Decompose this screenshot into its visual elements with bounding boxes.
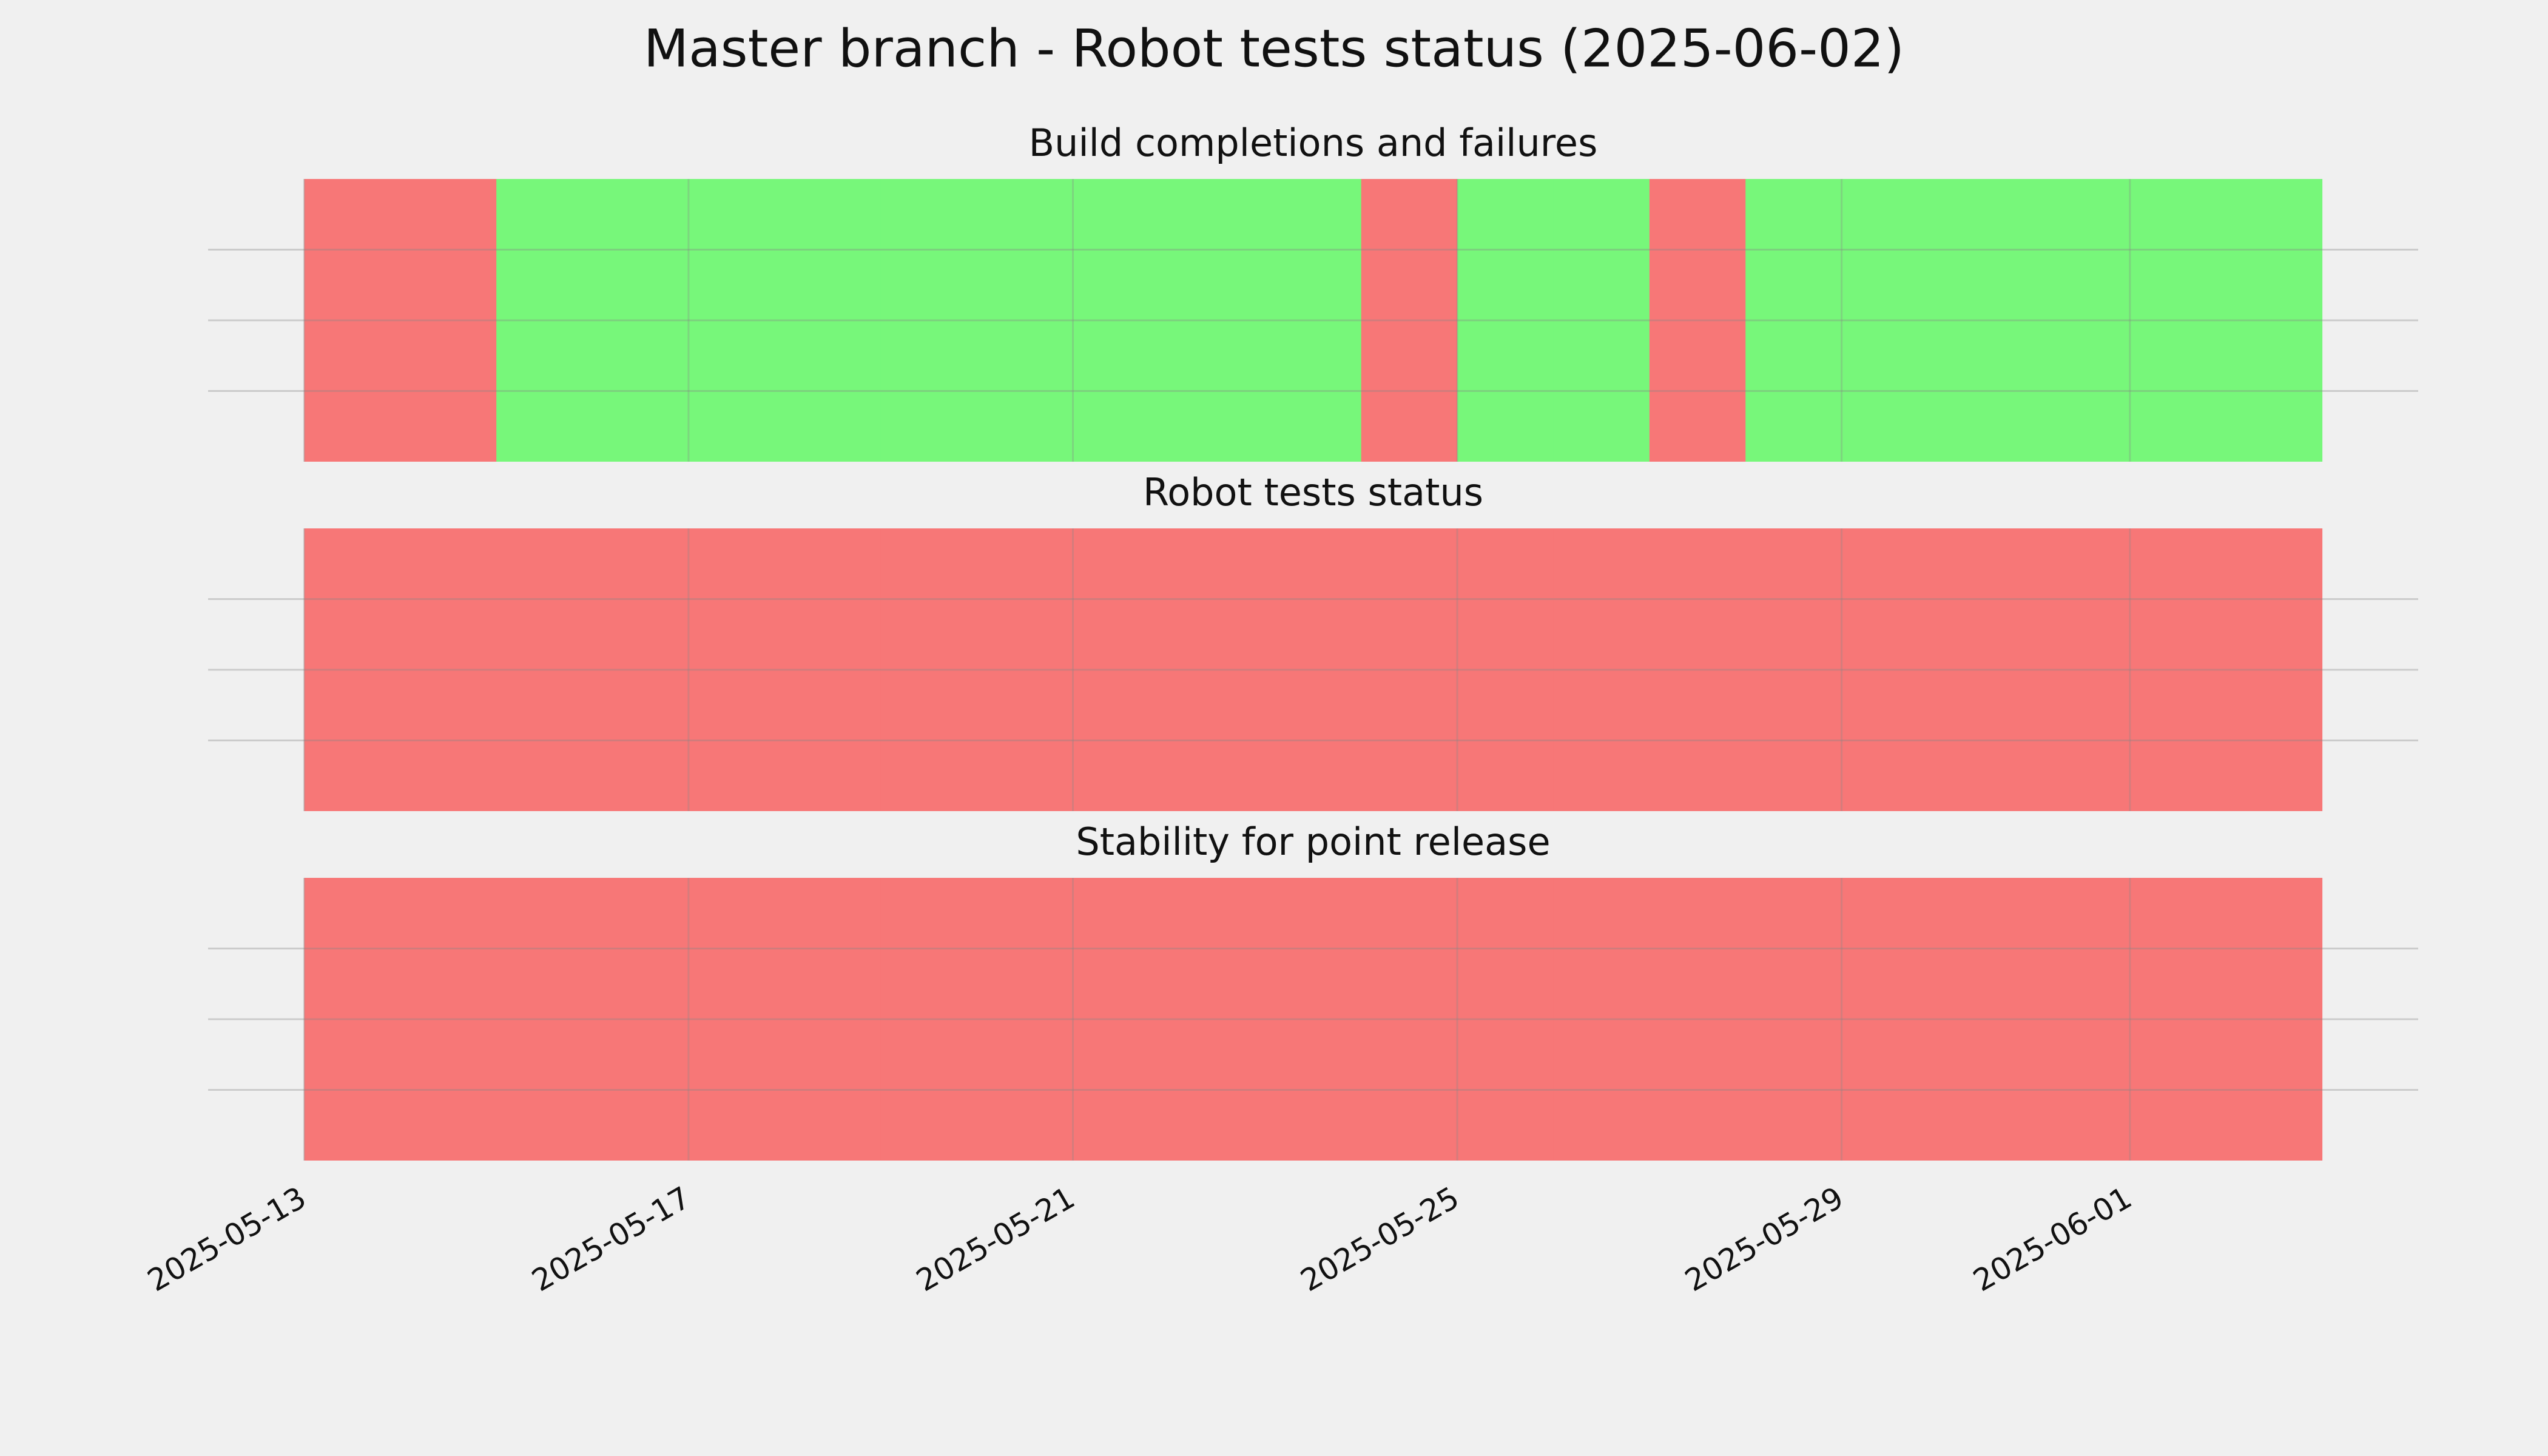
status-bar <box>2034 878 2131 1161</box>
status-bar <box>1841 878 1938 1161</box>
status-bar <box>1073 878 1170 1161</box>
status-bar <box>1265 878 1362 1161</box>
status-bar <box>1361 179 1458 462</box>
status-bar <box>1457 528 1554 811</box>
status-bar <box>1649 878 1746 1161</box>
status-bar <box>2034 179 2131 462</box>
status-bar <box>880 179 977 462</box>
chart-title: Master branch - Robot tests status (2025… <box>644 18 1904 79</box>
status-bar <box>2129 179 2226 462</box>
status-bar <box>2129 528 2226 811</box>
status-bar <box>592 528 689 811</box>
status-bar <box>304 179 401 462</box>
status-bar <box>977 179 1074 462</box>
status-bar <box>592 179 689 462</box>
status-bar <box>1265 179 1362 462</box>
status-bar <box>1553 179 1650 462</box>
status-bar <box>688 528 785 811</box>
status-bar <box>1649 528 1746 811</box>
status-bar <box>784 179 881 462</box>
panel-title: Robot tests status <box>1143 470 1483 514</box>
status-bar <box>784 528 881 811</box>
status-bar <box>1073 179 1170 462</box>
status-bar <box>304 878 401 1161</box>
status-bar <box>2034 528 2131 811</box>
status-bar <box>400 878 497 1161</box>
status-bar <box>1553 878 1650 1161</box>
status-bar <box>496 179 593 462</box>
status-bar <box>784 878 881 1161</box>
status-bar <box>400 528 497 811</box>
status-bar <box>1841 528 1938 811</box>
status-bar <box>496 878 593 1161</box>
status-bar <box>1553 528 1650 811</box>
status-bar <box>2226 878 2323 1161</box>
status-bar <box>688 878 785 1161</box>
status-bar <box>496 528 593 811</box>
status-bar <box>880 528 977 811</box>
status-bar <box>400 179 497 462</box>
status-bar <box>1938 878 2034 1161</box>
status-bar <box>2226 179 2323 462</box>
panel-title: Stability for point release <box>1076 820 1550 864</box>
status-bar <box>1745 179 1842 462</box>
status-bar <box>688 179 785 462</box>
status-bar <box>1938 528 2034 811</box>
status-bar <box>1457 179 1554 462</box>
status-bar <box>1168 179 1266 462</box>
panel-title: Build completions and failures <box>1029 121 1598 165</box>
status-bar <box>1841 179 1938 462</box>
status-bar <box>1745 878 1842 1161</box>
status-bar <box>304 528 401 811</box>
status-bar <box>1361 878 1458 1161</box>
status-bar <box>880 878 977 1161</box>
status-bar <box>977 528 1074 811</box>
status-bar <box>1457 878 1554 1161</box>
status-bar <box>1073 528 1170 811</box>
status-bar <box>592 878 689 1161</box>
status-bar <box>1745 528 1842 811</box>
status-bar <box>1361 528 1458 811</box>
status-bar <box>977 878 1074 1161</box>
status-bar <box>1168 878 1266 1161</box>
status-bar <box>2129 878 2226 1161</box>
status-bar <box>2226 528 2323 811</box>
status-bar <box>1168 528 1266 811</box>
status-bar <box>1938 179 2034 462</box>
status-bar <box>1265 528 1362 811</box>
status-bar <box>1649 179 1746 462</box>
